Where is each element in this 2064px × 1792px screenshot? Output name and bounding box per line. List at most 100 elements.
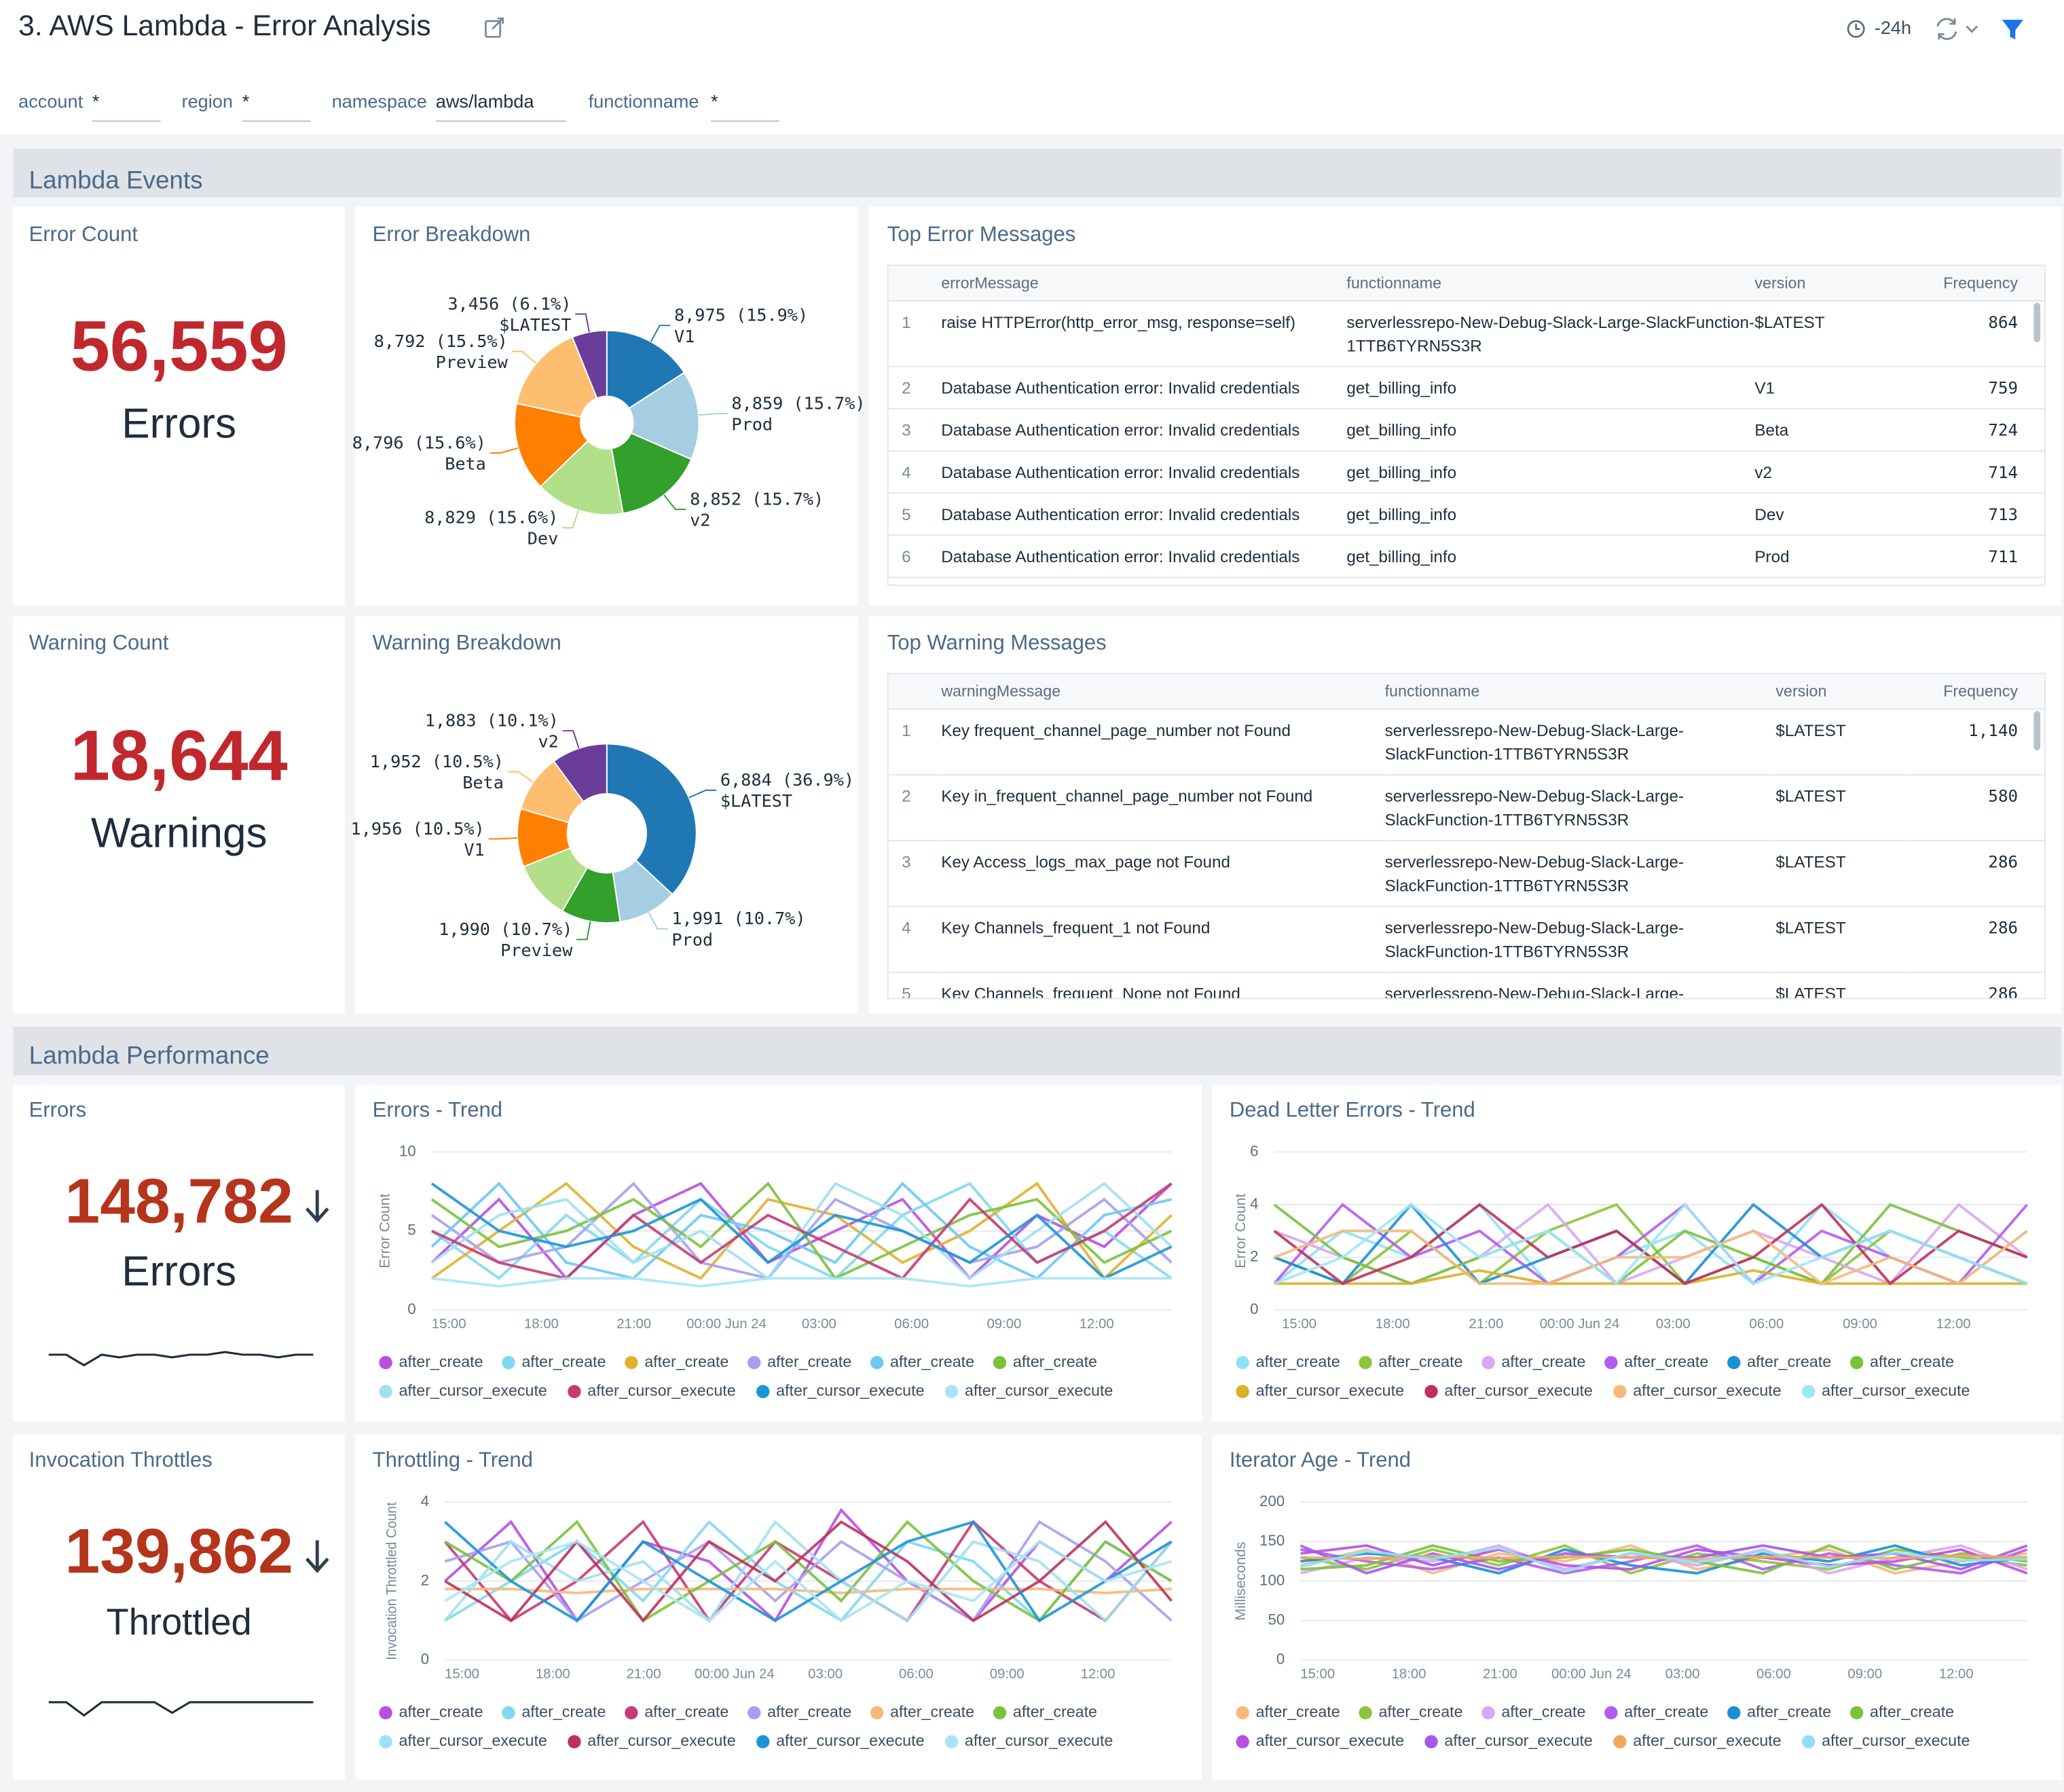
legend-swatch xyxy=(756,1385,770,1398)
legend-label[interactable]: after_cursor_execute xyxy=(1633,1732,1781,1749)
legend-label[interactable]: after_cursor_execute xyxy=(1256,1381,1404,1399)
table-cell: Key Access_logs_max_page not Found xyxy=(941,840,1385,907)
panel-title: Warning Breakdown xyxy=(373,630,561,654)
legend-label[interactable]: after_cursor_execute xyxy=(399,1381,547,1399)
legend-label[interactable]: after_create xyxy=(890,1702,974,1720)
filter-value[interactable]: aws/lambda xyxy=(436,90,535,111)
legend-label[interactable]: after_create xyxy=(1624,1353,1708,1370)
legend-label[interactable]: after_cursor_execute xyxy=(1444,1381,1592,1399)
legend-label[interactable]: after_cursor_execute xyxy=(1822,1732,1970,1749)
stat-value: 18,644 xyxy=(71,716,288,795)
filter-value[interactable]: * xyxy=(92,90,100,111)
legend-label[interactable]: after_create xyxy=(1013,1353,1097,1370)
legend-label[interactable]: after_create xyxy=(1501,1702,1585,1720)
legend-label[interactable]: after_cursor_execute xyxy=(587,1381,735,1399)
leader-line xyxy=(576,921,591,940)
legend-label[interactable]: after_create xyxy=(1870,1353,1954,1370)
table-cell: Key Channels_frequent_1 not Found xyxy=(941,906,1385,973)
table-row: 3 Database Authentication error: Invalid … xyxy=(888,408,2044,452)
legend-label[interactable]: after_create xyxy=(521,1353,606,1370)
legend-label[interactable]: after_create xyxy=(399,1353,483,1370)
legend-swatch xyxy=(1727,1355,1741,1370)
legend-label[interactable]: after_cursor_execute xyxy=(1822,1381,1970,1399)
legend-label[interactable]: after_create xyxy=(1624,1702,1708,1720)
panel-title: Warning Count xyxy=(29,630,169,654)
y-tick-label: 100 xyxy=(1259,1571,1285,1588)
legend-label[interactable]: after_create xyxy=(1256,1702,1340,1720)
table-cell: 1 xyxy=(888,301,942,367)
table: errorMessage functionname version Frequency… xyxy=(888,266,2044,585)
legend-label[interactable]: after_cursor_execute xyxy=(776,1732,924,1749)
legend-swatch xyxy=(1359,1355,1372,1370)
pie-slice xyxy=(628,371,700,460)
filter-button[interactable] xyxy=(2002,20,2023,40)
table-cell: 286 xyxy=(1907,906,2044,973)
time-range-button[interactable]: -24h xyxy=(1847,17,1911,38)
x-tick-label: 06:00 xyxy=(899,1667,934,1682)
legend-label[interactable]: after_cursor_execute xyxy=(1256,1732,1404,1749)
legend-label[interactable]: after_create xyxy=(767,1353,851,1370)
legend-label[interactable]: after_create xyxy=(1013,1702,1097,1720)
table-cell: get_billing_info xyxy=(1346,493,1755,536)
legend-label[interactable]: after_create xyxy=(767,1702,851,1720)
leader-line xyxy=(562,730,580,749)
legend-label[interactable]: after_cursor_execute xyxy=(587,1732,735,1749)
x-tick-label: 09:00 xyxy=(990,1667,1025,1682)
series-line xyxy=(1274,1229,2028,1285)
legend-label[interactable]: after_create xyxy=(1378,1702,1462,1720)
series-line xyxy=(431,1277,1172,1288)
legend-label[interactable]: after_create xyxy=(1256,1353,1340,1370)
legend-swatch xyxy=(568,1385,581,1398)
legend-label[interactable]: after_create xyxy=(644,1702,729,1720)
series-line xyxy=(444,1539,1173,1623)
legend-label[interactable]: after_cursor_execute xyxy=(776,1381,924,1399)
panel xyxy=(355,1435,1202,1780)
table-head: errorMessage functionname version Frequency xyxy=(888,266,2044,301)
legend-label[interactable]: after_create xyxy=(644,1353,729,1370)
series-line xyxy=(1300,1544,2027,1575)
filter-value[interactable]: * xyxy=(711,90,718,111)
series-line xyxy=(1274,1268,2027,1285)
legend-label[interactable]: after_create xyxy=(1378,1353,1462,1370)
table-cell: Key in_frequent_channel_page_number not … xyxy=(941,774,1385,841)
x-tick-label: 09:00 xyxy=(1843,1317,1877,1332)
pie-slice xyxy=(606,743,697,896)
table-cell: get_billing_info xyxy=(1346,577,1755,585)
legend-label[interactable]: after_create xyxy=(1501,1353,1585,1370)
legend-label[interactable]: after_create xyxy=(1870,1702,1954,1720)
stat-unit: Errors xyxy=(122,1248,236,1295)
series-line xyxy=(1274,1203,2028,1285)
legend-label[interactable]: after_create xyxy=(1747,1353,1831,1370)
pie-slice xyxy=(515,336,598,418)
table-cell: Preview xyxy=(1754,577,1906,585)
data-label: 1,883 (10.1%) xyxy=(425,711,559,731)
leader-line xyxy=(648,912,668,930)
legend-label[interactable]: after_cursor_execute xyxy=(399,1732,547,1749)
x-tick-label: 00:00 Jun 24 xyxy=(686,1317,767,1332)
table-cell: 4 xyxy=(888,906,942,973)
leader-line xyxy=(507,771,534,783)
legend-label[interactable]: after_create xyxy=(1747,1702,1831,1720)
panel xyxy=(13,1435,345,1780)
filter-value[interactable]: * xyxy=(242,90,250,111)
legend-label[interactable]: after_create xyxy=(399,1702,483,1720)
table-cell: Database Authentication error: Invalid c… xyxy=(941,493,1347,536)
series-line xyxy=(443,1520,1173,1623)
table-row: 2 Database Authentication error: Invalid … xyxy=(888,366,2044,409)
legend-label[interactable]: after_cursor_execute xyxy=(965,1381,1113,1399)
table-cell: raise HTTPError(http_error_msg, response… xyxy=(941,301,1347,367)
legend-label[interactable]: after_create xyxy=(890,1353,974,1370)
share-icon[interactable] xyxy=(485,17,504,38)
legend-swatch xyxy=(1359,1706,1372,1720)
table-cell: 713 xyxy=(1906,493,2044,536)
legend-swatch xyxy=(944,1385,959,1398)
table-cell: serverlessrepo-New-Debug-Slack-Large-Sla… xyxy=(1384,774,1776,841)
table-cell: serverlessrepo-New-Debug-Slack-Large-Sla… xyxy=(1384,840,1776,907)
table-cell: Database Authentication error: Invalid c… xyxy=(941,535,1347,579)
refresh-button[interactable] xyxy=(1936,18,1978,40)
legend-label[interactable]: after_cursor_execute xyxy=(1444,1732,1592,1749)
legend-label[interactable]: after_cursor_execute xyxy=(965,1732,1113,1749)
legend-label[interactable]: after_cursor_execute xyxy=(1633,1381,1781,1399)
legend-label[interactable]: after_create xyxy=(521,1702,606,1720)
